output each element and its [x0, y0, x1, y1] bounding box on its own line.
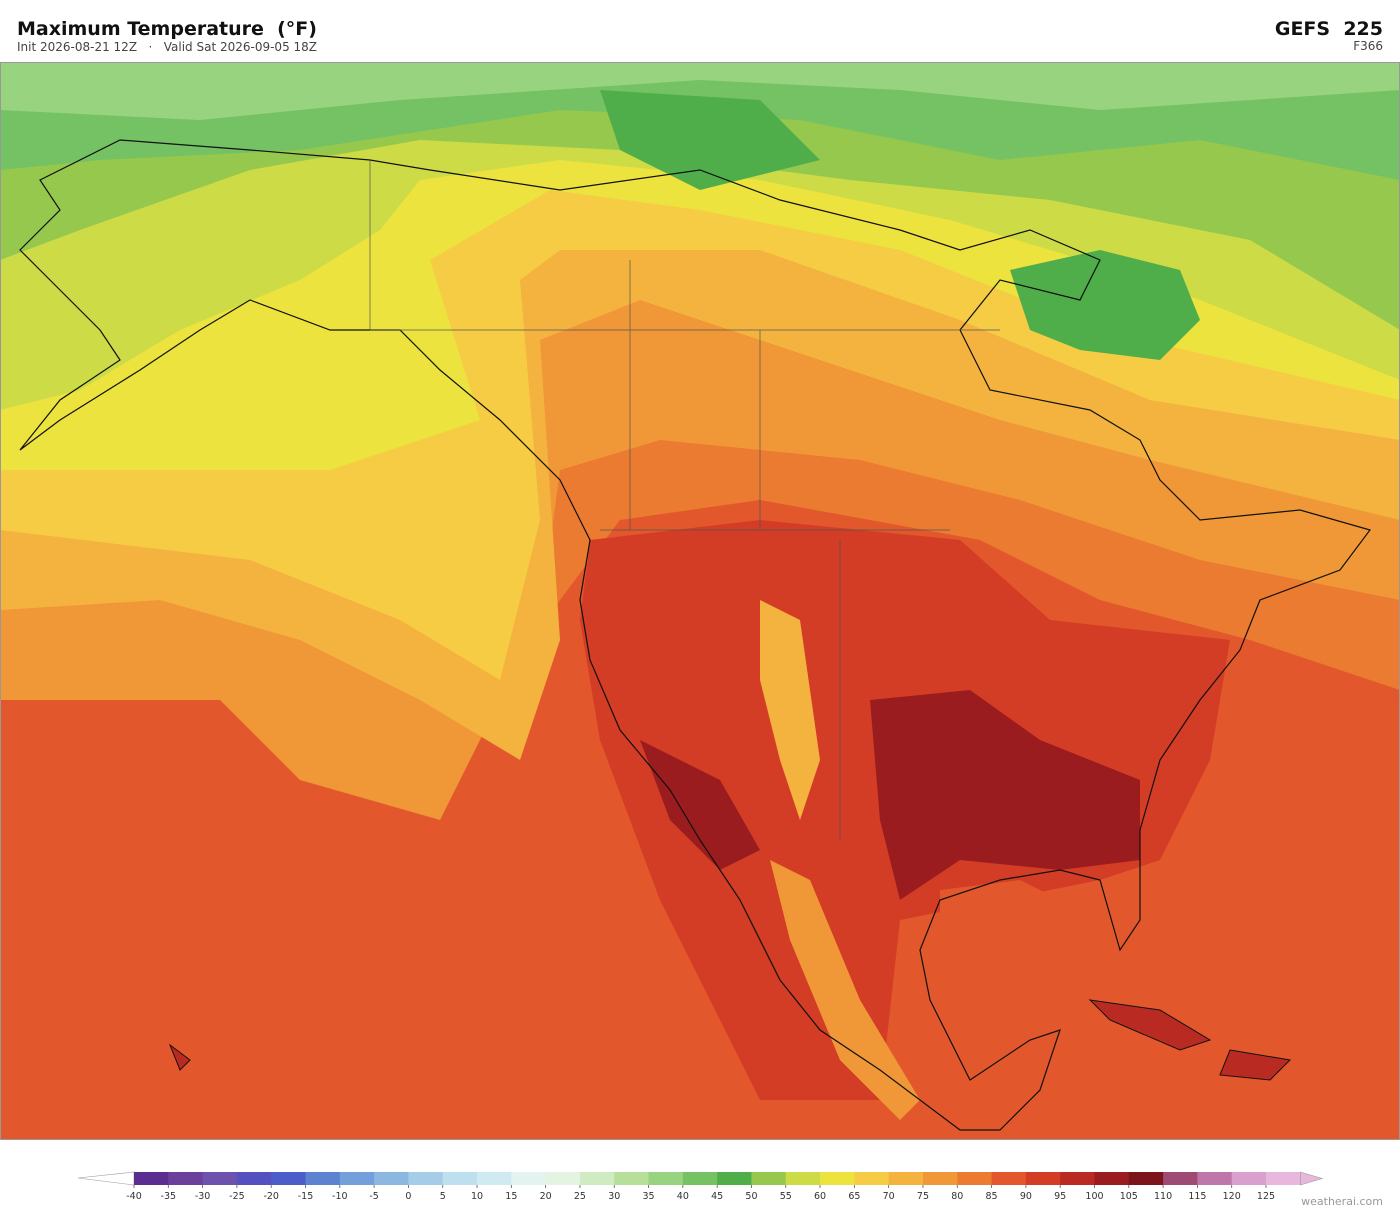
- colorbar-bin: [236, 1172, 272, 1185]
- colorbar-tick-label: 20: [540, 1191, 552, 1202]
- colorbar-tick-label: 125: [1257, 1191, 1275, 1202]
- colorbar-tick-label: -15: [298, 1191, 314, 1202]
- coastline: [19, 139, 1372, 1131]
- colorbar-tick-label: 120: [1223, 1191, 1241, 1202]
- colorbar-tick-label: 60: [814, 1191, 826, 1202]
- colorbar-under: [77, 1171, 135, 1186]
- field: [760, 600, 820, 820]
- colorbar-bin: [854, 1172, 890, 1185]
- colorbar-tick-label: -5: [369, 1191, 378, 1202]
- map: [0, 62, 1400, 1140]
- title: Maximum Temperature (°F): [17, 18, 317, 40]
- subtitle: Init 2026-08-21 12Z · Valid Sat 2026-09-…: [17, 40, 317, 54]
- colorbar-tick-label: 5: [440, 1191, 446, 1202]
- colorbar-tick-label: -25: [229, 1191, 245, 1202]
- colorbar-bin: [168, 1172, 204, 1185]
- colorbar-tick-label: 70: [883, 1191, 895, 1202]
- colorbar-bin: [682, 1172, 718, 1185]
- colorbar-tick-label: 35: [642, 1191, 654, 1202]
- field: [1010, 250, 1200, 360]
- colorbar-bin: [1060, 1172, 1095, 1185]
- colorbar-bin: [1266, 1172, 1301, 1185]
- colorbar-tick-label: -20: [263, 1191, 279, 1202]
- colorbar-tick-label: 55: [780, 1191, 792, 1202]
- colorbar-bin: [820, 1172, 855, 1185]
- colorbar-tick-label: -40: [126, 1191, 142, 1202]
- colorbar: -40 -35 -30 -25 -20 -15 -10 -5 0 5 10 15 20 25 30 35 40 4…: [77, 1171, 1324, 1202]
- colorbar-tick-label: 85: [986, 1191, 998, 1202]
- colorbar-bin: [271, 1172, 307, 1185]
- colorbar-bin: [1094, 1172, 1130, 1185]
- colorbar-bin: [1025, 1172, 1061, 1185]
- colorbar-tick-label: 0: [405, 1191, 411, 1202]
- colorbar-bin: [339, 1172, 375, 1185]
- colorbar-bin: [922, 1172, 958, 1185]
- colorbar-tick-label: 115: [1188, 1191, 1206, 1202]
- islands: [168, 999, 1292, 1081]
- colorbar-tick-label: 75: [917, 1191, 929, 1202]
- field: [940, 880, 1060, 990]
- colorbar-bin: [888, 1172, 924, 1185]
- colorbar-bin: [511, 1172, 547, 1185]
- colorbar-bin: [957, 1172, 993, 1185]
- colorbar-bin: [1128, 1172, 1164, 1185]
- colorbar-bin: [1231, 1172, 1267, 1185]
- borders: [369, 160, 1000, 840]
- colorbar-bin: [442, 1172, 478, 1185]
- colorbar-tick-label: 95: [1054, 1191, 1066, 1202]
- field: [600, 90, 820, 190]
- colorbar-tick-label: 25: [574, 1191, 586, 1202]
- colorbar-tick-label: 90: [1020, 1191, 1032, 1202]
- colorbar-bin: [1197, 1172, 1233, 1185]
- colorbar-bin: [717, 1172, 752, 1185]
- colorbar-bin: [545, 1172, 581, 1185]
- colorbar-bin: [202, 1172, 238, 1185]
- forecast-hour: F366: [1353, 39, 1383, 53]
- model-label: GEFS 225: [1275, 18, 1383, 40]
- colorbar-bin: [134, 1172, 169, 1185]
- colorbar-tick-label: 100: [1085, 1191, 1103, 1202]
- colorbar-bin: [785, 1172, 821, 1185]
- colorbar-bin: [648, 1172, 684, 1185]
- colorbar-tick-label: 105: [1120, 1191, 1138, 1202]
- colorbar-tick-label: -30: [195, 1191, 211, 1202]
- colorbar-bin: [991, 1172, 1027, 1185]
- colorbar-bin: [305, 1172, 341, 1185]
- colorbar-tick-label: 110: [1154, 1191, 1172, 1202]
- colorbar-tick-label: 15: [505, 1191, 517, 1202]
- colorbar-bin: [408, 1172, 444, 1185]
- colorbar-tick-label: 65: [848, 1191, 860, 1202]
- field: [640, 740, 760, 870]
- colorbar-bin: [1163, 1172, 1198, 1185]
- colorbar-tick-label: 80: [951, 1191, 963, 1202]
- colorbar-tick-label: -10: [332, 1191, 348, 1202]
- colorbar-tick-label: 50: [745, 1191, 757, 1202]
- field: [870, 690, 1140, 900]
- colorbar-tick-label: 30: [608, 1191, 620, 1202]
- colorbar-bin: [751, 1172, 787, 1185]
- colorbar-bin: [614, 1172, 650, 1185]
- field: [0, 62, 1400, 120]
- field: [770, 860, 920, 1120]
- colorbar-tick-label: -35: [161, 1191, 177, 1202]
- colorbar-over: [1300, 1171, 1324, 1186]
- colorbar-tick-label: 40: [677, 1191, 689, 1202]
- colorbar-bin: [374, 1172, 409, 1185]
- colorbar-tick-label: 45: [711, 1191, 723, 1202]
- colorbar-tick-label: 10: [471, 1191, 483, 1202]
- credit: weatherai.com: [1301, 1195, 1383, 1208]
- colorbar-bin: [579, 1172, 615, 1185]
- colorbar-bin: [477, 1172, 512, 1185]
